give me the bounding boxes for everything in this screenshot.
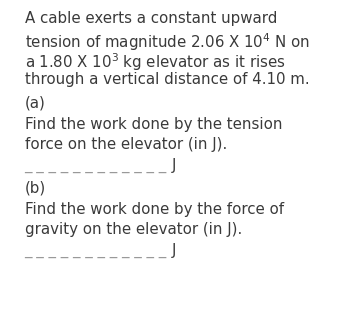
Text: through a vertical distance of 4.10 m.: through a vertical distance of 4.10 m. (25, 72, 309, 87)
Text: (b): (b) (25, 181, 46, 196)
Text: _ _ _ _ _ _ _ _ _ _ _ _: _ _ _ _ _ _ _ _ _ _ _ _ (25, 158, 167, 173)
Text: Find the work done by the tension: Find the work done by the tension (25, 117, 282, 132)
Text: Find the work done by the force of: Find the work done by the force of (25, 202, 284, 217)
Text: J: J (172, 158, 176, 173)
Text: A cable exerts a constant upward: A cable exerts a constant upward (25, 11, 277, 26)
Text: gravity on the elevator (in J).: gravity on the elevator (in J). (25, 222, 242, 237)
Text: _ _ _ _ _ _ _ _ _ _ _ _: _ _ _ _ _ _ _ _ _ _ _ _ (25, 243, 167, 258)
Text: force on the elevator (in J).: force on the elevator (in J). (25, 137, 227, 152)
Text: tension of magnitude 2.06 X 10$^{4}$ N on: tension of magnitude 2.06 X 10$^{4}$ N o… (25, 31, 309, 53)
Text: (a): (a) (25, 95, 46, 110)
Text: a 1.80 X 10$^{3}$ kg elevator as it rises: a 1.80 X 10$^{3}$ kg elevator as it rise… (25, 52, 285, 73)
Text: J: J (172, 243, 176, 258)
